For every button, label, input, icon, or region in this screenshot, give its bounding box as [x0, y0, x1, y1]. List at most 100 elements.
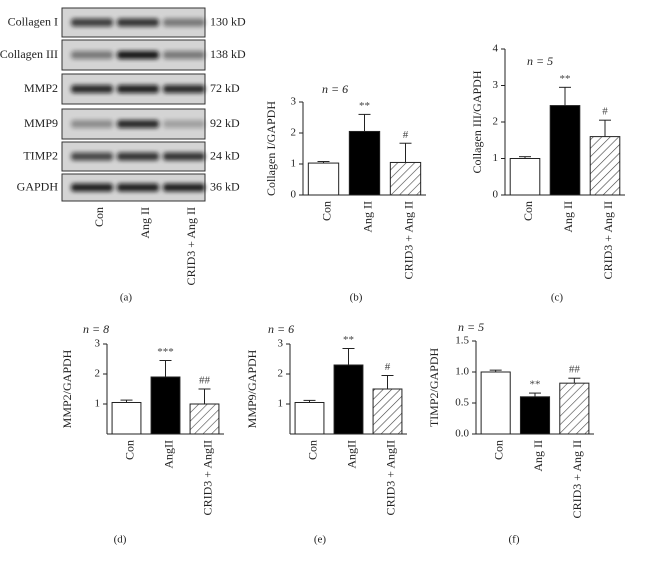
- blot-row-label: MMP2: [24, 81, 58, 95]
- bar: [348, 130, 381, 196]
- y-tick-label: 3: [493, 79, 499, 91]
- significance-label: ***: [157, 346, 174, 358]
- panel-label: (a): [120, 292, 133, 304]
- x-tick-label: Con: [305, 440, 319, 460]
- blot-row-label: Collagen I: [8, 14, 58, 28]
- bar: [389, 161, 422, 196]
- error-bar: [342, 348, 355, 365]
- x-tick-label: CRID3 + Ang II: [401, 201, 415, 279]
- y-tick-label: 0: [493, 189, 499, 201]
- x-tick-label: Con: [491, 440, 505, 460]
- error-bar: [120, 399, 133, 403]
- y-tick-label: 4: [493, 43, 499, 55]
- blot-band: [117, 183, 159, 192]
- blot-band: [71, 183, 113, 192]
- chart-title: n = 8: [83, 322, 109, 336]
- blot-size-label: 138 kD: [210, 47, 246, 61]
- significance-label: #: [385, 361, 391, 373]
- significance-label: **: [530, 379, 541, 391]
- blot-band: [163, 18, 205, 27]
- blot-band: [117, 18, 159, 27]
- y-axis-label: MMP2/GAPDH: [60, 349, 74, 428]
- blot-band: [71, 51, 113, 59]
- chart-title: n = 6: [268, 322, 294, 336]
- panel-label: (d): [114, 534, 127, 546]
- panel-label: (e): [314, 534, 327, 546]
- x-tick-label: CRID3 + AngII: [200, 440, 214, 515]
- significance-label: #: [602, 106, 608, 118]
- blot-band: [117, 152, 159, 161]
- lane-label: CRID3 + Ang II: [184, 207, 198, 285]
- y-tick-label: 2: [95, 368, 101, 380]
- y-tick-label: 3: [95, 338, 101, 350]
- bar: [372, 388, 403, 435]
- y-tick-label: 1: [95, 398, 101, 410]
- significance-label: ##: [569, 364, 581, 376]
- blot-band: [71, 85, 113, 93]
- blot-row-label: MMP9: [24, 116, 58, 130]
- error-bar: [559, 86, 571, 106]
- error-bar: [399, 142, 412, 163]
- lane-label: Ang II: [138, 207, 152, 239]
- blot-band: [117, 85, 159, 93]
- blot-size-label: 36 kD: [210, 179, 240, 193]
- significance-label: ##: [199, 375, 211, 387]
- error-bar: [198, 388, 211, 404]
- bar: [509, 158, 541, 196]
- error-bar: [529, 392, 541, 397]
- x-tick-label: CRID3 + Ang II: [570, 440, 584, 518]
- bar: [307, 162, 340, 196]
- x-tick-label: AngII: [161, 440, 175, 469]
- blot-size-label: 92 kD: [210, 116, 240, 130]
- bar: [111, 402, 142, 435]
- y-axis-label: Collagen I/GAPDH: [264, 101, 278, 196]
- error-bar: [317, 161, 330, 164]
- x-tick-label: Con: [319, 201, 333, 221]
- y-tick-label: 1.5: [455, 335, 469, 347]
- error-bar: [489, 369, 502, 372]
- blot-band: [163, 183, 205, 192]
- y-tick-label: 0: [291, 189, 297, 201]
- bar: [589, 136, 621, 196]
- y-tick-label: 3: [291, 96, 297, 108]
- panel-label: (b): [350, 292, 363, 304]
- error-bar: [381, 375, 394, 389]
- blot-band: [117, 120, 159, 128]
- bar: [189, 403, 220, 435]
- y-tick-label: 1.0: [455, 366, 469, 378]
- x-tick-label: Ang II: [360, 201, 374, 233]
- panel-label: (f): [509, 534, 520, 546]
- x-tick-label: Con: [122, 440, 136, 460]
- y-tick-label: 2: [493, 116, 499, 128]
- error-bar: [303, 399, 316, 403]
- x-tick-label: CRID3 + AngII: [383, 440, 397, 515]
- blot-row-label: Collagen III: [0, 47, 58, 61]
- x-tick-label: Con: [521, 201, 535, 221]
- panel-label: (c): [551, 292, 564, 304]
- y-tick-label: 3: [278, 338, 284, 350]
- bar: [480, 371, 511, 435]
- y-tick-label: 2: [278, 368, 284, 380]
- significance-label: **: [359, 100, 370, 112]
- y-axis-label: MMP9/GAPDH: [245, 349, 259, 428]
- blot-band: [163, 120, 205, 128]
- blot-band: [71, 152, 113, 161]
- y-tick-label: 0.5: [455, 397, 469, 409]
- blot-size-label: 130 kD: [210, 14, 246, 28]
- y-tick-label: 1: [493, 152, 499, 164]
- blot-row-label: TIMP2: [23, 148, 58, 162]
- bar: [519, 396, 551, 435]
- significance-label: **: [343, 334, 354, 346]
- y-axis-label: Collagen III/GAPDH: [470, 70, 484, 173]
- x-tick-label: CRID3 + Ang II: [601, 201, 615, 279]
- blot-band: [117, 51, 159, 59]
- blot-band: [71, 18, 113, 27]
- bar: [559, 382, 590, 435]
- blot-size-label: 24 kD: [210, 148, 240, 162]
- bar: [294, 402, 325, 435]
- y-tick-label: 0.0: [455, 428, 469, 440]
- blot-band: [163, 85, 205, 93]
- error-bar: [159, 360, 172, 377]
- error-bar: [568, 377, 581, 384]
- chart-title: n = 6: [322, 82, 348, 96]
